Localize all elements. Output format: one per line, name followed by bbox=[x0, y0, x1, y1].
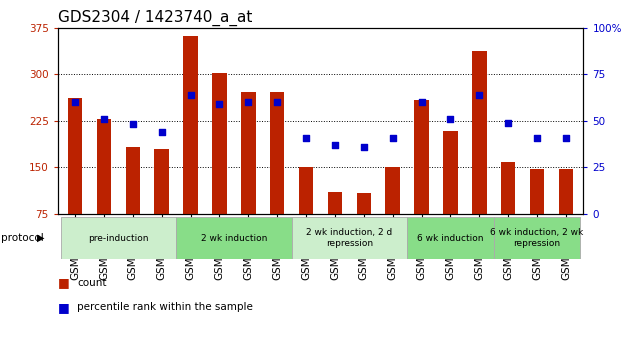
Bar bbox=[559, 169, 573, 214]
Point bbox=[503, 120, 513, 125]
Bar bbox=[530, 169, 544, 214]
Point bbox=[214, 101, 224, 107]
Bar bbox=[292, 217, 407, 259]
Point bbox=[561, 135, 571, 140]
Bar bbox=[501, 162, 515, 214]
Bar bbox=[68, 98, 82, 214]
Text: count: count bbox=[77, 278, 106, 288]
Bar bbox=[241, 91, 256, 214]
Bar bbox=[183, 36, 198, 214]
Point bbox=[272, 99, 282, 105]
Point bbox=[532, 135, 542, 140]
Text: ■: ■ bbox=[58, 300, 69, 314]
Point bbox=[474, 92, 485, 97]
Bar bbox=[176, 217, 292, 259]
Point bbox=[128, 122, 138, 127]
Bar bbox=[328, 192, 342, 214]
Point bbox=[243, 99, 253, 105]
Text: pre-induction: pre-induction bbox=[88, 234, 149, 243]
Point bbox=[70, 99, 80, 105]
Point bbox=[445, 116, 456, 122]
Point bbox=[359, 144, 369, 150]
Bar bbox=[385, 167, 400, 214]
Text: ▶: ▶ bbox=[37, 233, 45, 243]
Point bbox=[388, 135, 398, 140]
Text: protocol: protocol bbox=[1, 233, 44, 243]
Text: percentile rank within the sample: percentile rank within the sample bbox=[77, 302, 253, 312]
Text: ■: ■ bbox=[58, 276, 69, 289]
Point bbox=[185, 92, 196, 97]
Point bbox=[417, 99, 427, 105]
Bar bbox=[154, 149, 169, 214]
Point bbox=[301, 135, 311, 140]
Bar bbox=[126, 147, 140, 214]
Point bbox=[99, 116, 109, 122]
Bar bbox=[472, 51, 487, 214]
Text: 2 wk induction, 2 d
repression: 2 wk induction, 2 d repression bbox=[306, 228, 392, 248]
Bar bbox=[299, 167, 313, 214]
Bar bbox=[356, 194, 371, 214]
Text: GDS2304 / 1423740_a_at: GDS2304 / 1423740_a_at bbox=[58, 10, 252, 26]
Bar bbox=[212, 73, 227, 214]
Text: 6 wk induction, 2 wk
repression: 6 wk induction, 2 wk repression bbox=[490, 228, 584, 248]
Bar bbox=[443, 131, 458, 214]
Text: 2 wk induction: 2 wk induction bbox=[201, 234, 267, 243]
Bar bbox=[494, 217, 580, 259]
Bar bbox=[414, 100, 429, 214]
Text: 6 wk induction: 6 wk induction bbox=[417, 234, 484, 243]
Point bbox=[330, 142, 340, 148]
Bar bbox=[97, 119, 111, 214]
Bar bbox=[61, 217, 176, 259]
Point bbox=[156, 129, 167, 135]
Bar bbox=[270, 91, 285, 214]
Bar bbox=[407, 217, 494, 259]
